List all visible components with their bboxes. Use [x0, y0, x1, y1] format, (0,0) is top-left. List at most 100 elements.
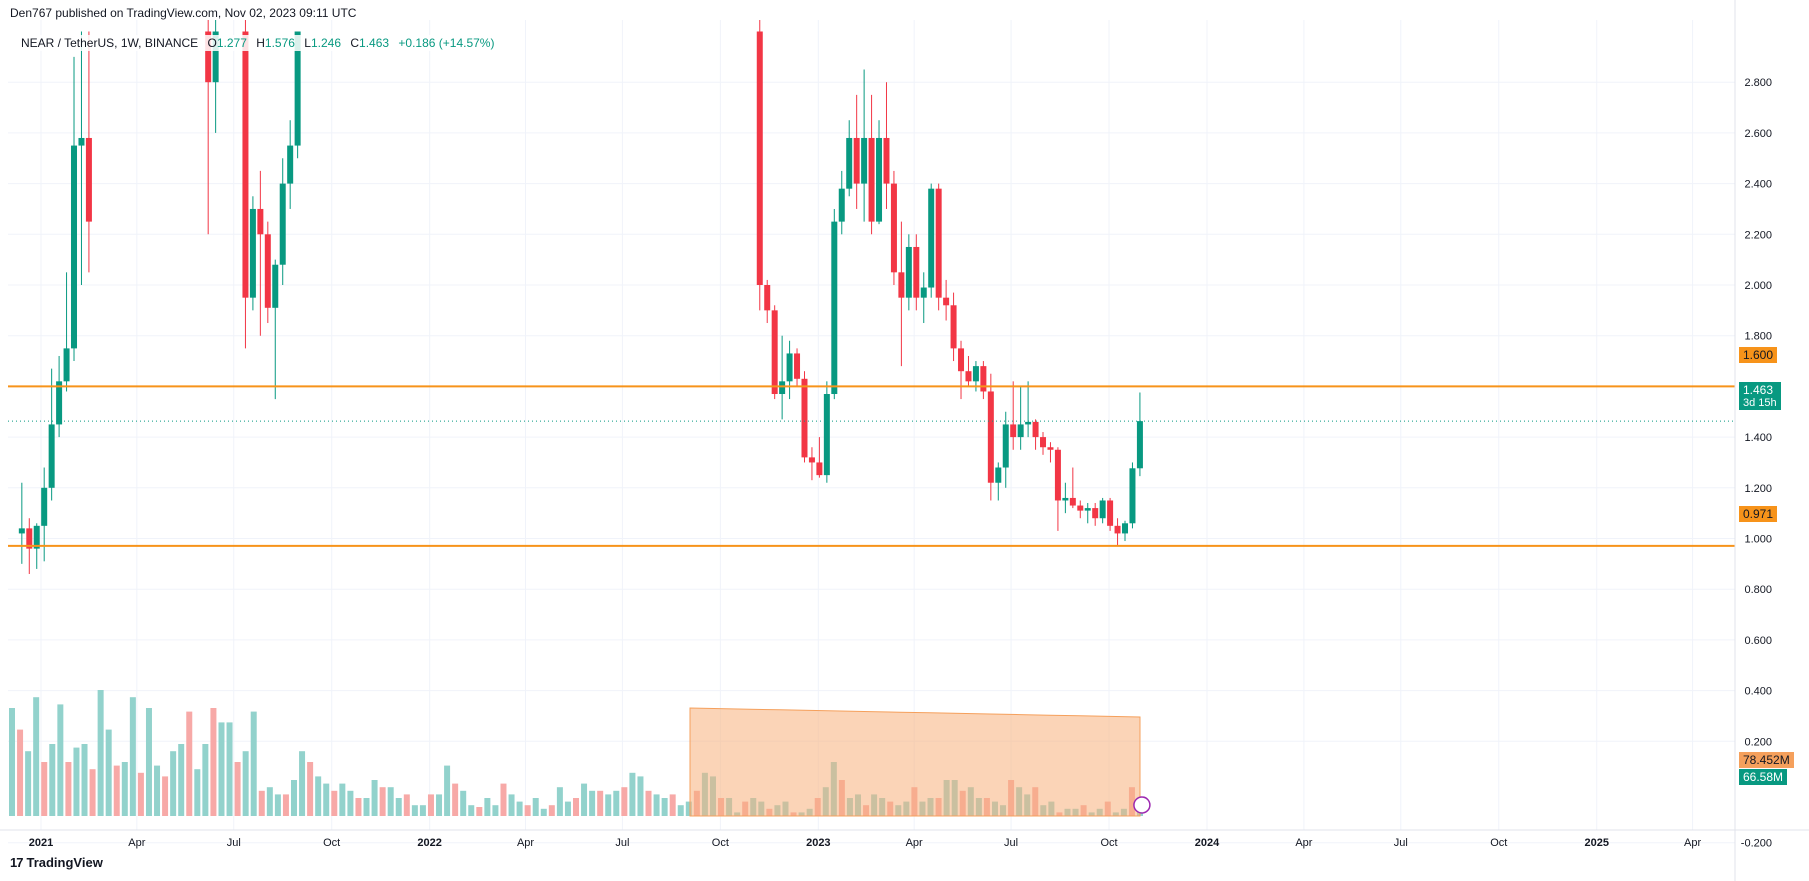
- candle-body: [1047, 447, 1054, 450]
- volume-bar: [669, 794, 676, 816]
- volume-bar: [556, 787, 563, 816]
- candle-body: [56, 381, 63, 425]
- candle-body: [1040, 437, 1047, 448]
- volume-bar: [97, 690, 104, 816]
- candle-body: [212, 31, 219, 83]
- volume-bar: [500, 783, 507, 816]
- volume-bar: [57, 704, 64, 816]
- volume-bar: [613, 790, 620, 816]
- x-tick-label: Oct: [1490, 837, 1507, 849]
- volume-bar: [548, 805, 555, 816]
- candle-body: [63, 348, 70, 382]
- x-tick-label: Oct: [323, 837, 340, 849]
- volume-bar: [105, 729, 112, 816]
- volume-bar: [403, 794, 410, 816]
- x-tick-label: 2025: [1584, 837, 1608, 849]
- volume-bar: [315, 776, 322, 816]
- y-tick-label: -0.200: [1741, 838, 1772, 850]
- candle-body: [898, 272, 905, 298]
- x-tick-label: Apr: [906, 837, 923, 849]
- y-tick-label: 2.800: [1744, 77, 1772, 89]
- volume-bar: [331, 790, 338, 816]
- candle-body: [831, 221, 838, 395]
- volume-bar: [266, 787, 273, 816]
- volume-ma-badge: 78.452M: [1739, 752, 1794, 768]
- candle-body: [935, 188, 942, 298]
- candle-body: [1010, 424, 1017, 438]
- volume-bar: [379, 787, 386, 816]
- candle-body: [786, 353, 793, 382]
- y-tick-label: 0.800: [1744, 584, 1772, 596]
- candle-body: [920, 287, 927, 298]
- volume-bar: [492, 805, 499, 816]
- volume-bar: [113, 765, 120, 816]
- y-tick-label: 1.200: [1744, 483, 1772, 495]
- footer-brand[interactable]: 17 TradingView: [10, 855, 103, 870]
- candle-body: [41, 487, 48, 526]
- volume-bar: [621, 787, 628, 816]
- low-value: 1.246: [310, 36, 341, 50]
- volume-bar: [291, 780, 297, 816]
- x-tick-label: 2024: [1195, 837, 1220, 849]
- candle-body: [943, 297, 950, 306]
- candle-body: [48, 424, 55, 488]
- candle-body: [808, 457, 815, 463]
- candle-body: [756, 31, 763, 285]
- volume-bar: [524, 805, 531, 816]
- publish-header: Den767 published on TradingView.com, Nov…: [10, 6, 357, 20]
- candle-body: [249, 208, 256, 298]
- time-axis: 2021 Apr Jul Oct 2022 Apr Jul Oct 2023 Apr Jul Oct 2…: [0, 829, 1809, 849]
- volume-bar: [677, 805, 684, 816]
- price-value: 1.463: [1743, 383, 1774, 397]
- candle-body: [33, 525, 40, 549]
- volume-bar: [121, 762, 128, 816]
- candle-body: [287, 145, 294, 184]
- volume-bar: [564, 801, 571, 816]
- candle-body: [868, 137, 875, 222]
- high-label: H: [256, 36, 265, 50]
- x-tick-label: 2022: [417, 837, 441, 849]
- volume-bar: [282, 794, 289, 816]
- volume-bar: [242, 751, 249, 816]
- volume-bar: [661, 798, 668, 816]
- candle-body: [205, 31, 212, 83]
- volume-bar: [629, 772, 636, 816]
- candle-body: [1136, 421, 1143, 469]
- volume-bar: [468, 805, 475, 816]
- candle-body: [905, 246, 912, 298]
- volume-bar: [202, 744, 209, 816]
- volume-bar: [452, 783, 459, 816]
- candle-body: [890, 183, 897, 273]
- volume-bar: [194, 769, 201, 816]
- candle-body: [1054, 449, 1061, 501]
- volume-bar: [581, 783, 588, 816]
- volume-bar: [274, 794, 281, 816]
- x-tick-label: Jul: [615, 837, 629, 849]
- volume-bar: [589, 790, 596, 816]
- candle-body: [1032, 421, 1039, 438]
- brand-name: TradingView: [26, 855, 103, 870]
- candle-body: [764, 285, 771, 311]
- volume-bar: [218, 722, 225, 816]
- candle-body: [1077, 505, 1084, 511]
- y-tick-label: 0.200: [1744, 736, 1772, 748]
- volume-bar: [33, 697, 40, 816]
- volume-bar: [323, 783, 330, 816]
- candle-layer: [18, 20, 1143, 574]
- volume-bar: [653, 794, 660, 816]
- candle-body: [1114, 525, 1121, 534]
- y-tick-label: 2.000: [1744, 280, 1772, 292]
- close-label: C: [350, 36, 360, 50]
- candle-body: [85, 137, 92, 222]
- y-tick-label: 1.400: [1744, 432, 1772, 444]
- candle-body: [950, 305, 957, 349]
- candle-body: [913, 246, 920, 298]
- volume-bar: [210, 708, 217, 816]
- volume-bar: [387, 787, 394, 816]
- symbol-name: NEAR / TetherUS, 1W, BINANCE: [21, 36, 199, 50]
- volume-bar: [250, 711, 257, 816]
- candle-body: [823, 394, 830, 476]
- volume-bar: [476, 807, 483, 816]
- volume-bar: [540, 808, 547, 816]
